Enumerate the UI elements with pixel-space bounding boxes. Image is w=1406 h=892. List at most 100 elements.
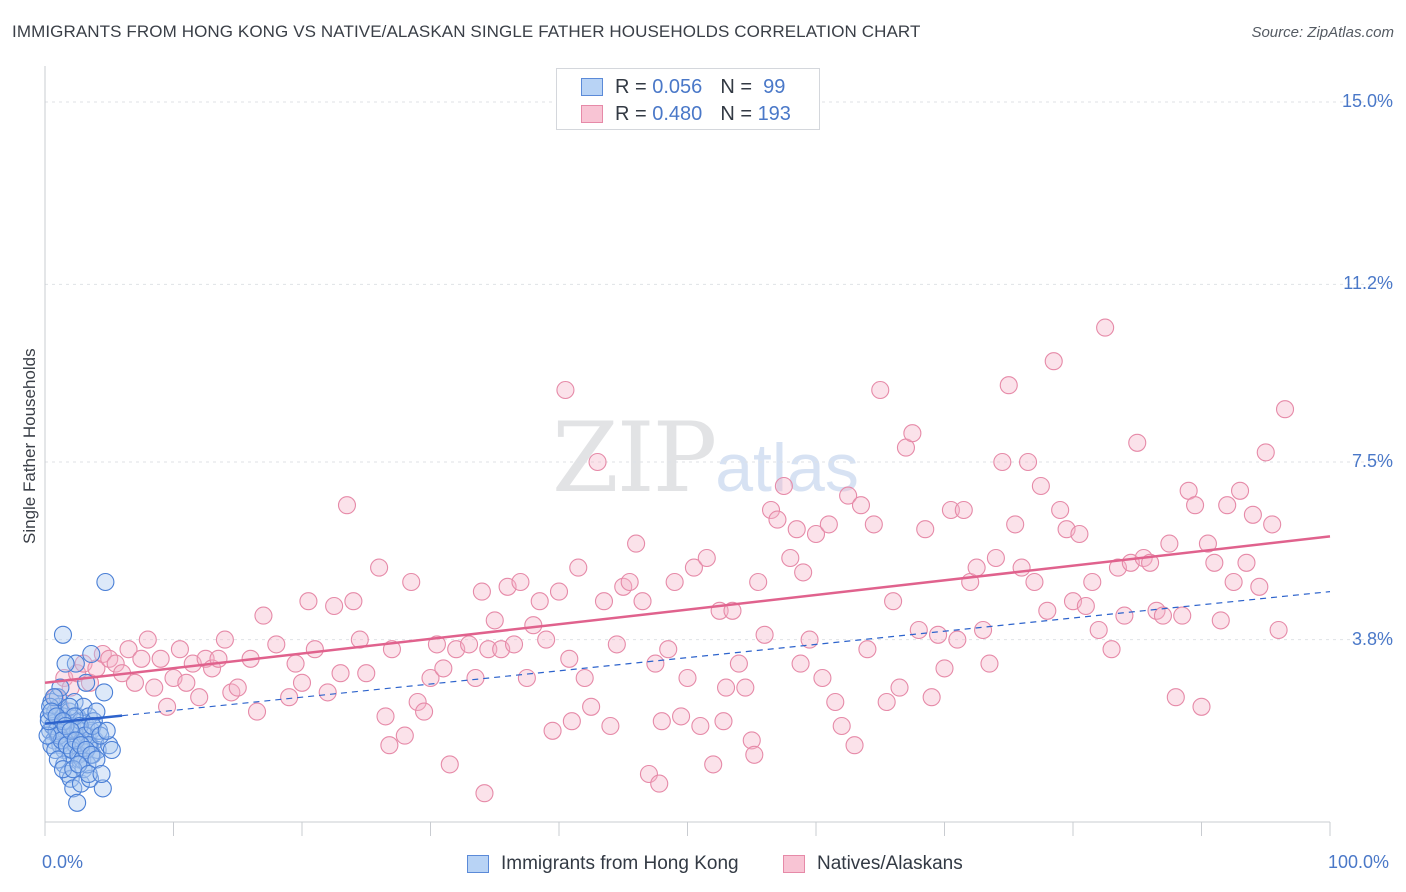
natives-point — [736, 678, 755, 697]
natives-point — [1038, 601, 1057, 620]
hong-kong-point — [38, 726, 57, 745]
natives-point — [890, 678, 909, 697]
natives-point — [524, 616, 543, 635]
natives-point — [607, 635, 626, 654]
natives-point — [1218, 496, 1237, 515]
natives-point — [254, 606, 273, 625]
natives-point — [909, 620, 928, 640]
natives-point — [620, 572, 639, 592]
hong-kong-point — [79, 764, 98, 784]
natives-point — [601, 716, 620, 736]
natives-point — [1237, 553, 1256, 572]
natives-point — [1076, 596, 1095, 616]
natives-point — [594, 592, 614, 611]
natives-point — [286, 654, 305, 673]
natives-point — [714, 712, 733, 731]
watermark-zip: ZIP — [552, 402, 717, 514]
hong-kong-point — [56, 654, 75, 673]
natives-point — [774, 476, 793, 496]
natives-point — [922, 688, 941, 707]
natives-point — [1231, 481, 1250, 500]
natives-point — [650, 774, 669, 793]
natives-point — [1018, 452, 1038, 472]
hong-kong-point — [70, 716, 89, 736]
legend-label-natives: Natives/Alaskans — [817, 853, 963, 874]
natives-point — [549, 582, 569, 601]
natives-point — [967, 558, 986, 577]
natives-point — [745, 745, 764, 764]
natives-point — [376, 707, 395, 726]
natives-point — [119, 640, 138, 659]
natives-point — [723, 601, 742, 620]
natives-point — [716, 678, 736, 697]
natives-point — [299, 592, 318, 611]
r-label: R = — [615, 75, 647, 98]
natives-point — [1173, 606, 1192, 625]
hong-kong-point — [87, 702, 106, 721]
hong-kong-point — [95, 683, 114, 702]
natives-point — [826, 692, 845, 712]
hong-kong-trend-extrapolation — [122, 591, 1331, 717]
natives-point — [485, 611, 504, 630]
natives-point — [1153, 606, 1172, 625]
natives-point — [415, 702, 434, 721]
r-label: R = — [615, 102, 647, 125]
hong-kong-point — [82, 644, 101, 664]
natives-point — [1275, 400, 1295, 419]
natives-point — [1198, 534, 1217, 553]
natives-point — [839, 486, 858, 505]
r-value: 0.056 — [652, 75, 703, 98]
y-tick-label: 15.0% — [1341, 91, 1393, 111]
natives-point — [627, 534, 646, 553]
hong-kong-point — [102, 740, 121, 760]
natives-point — [755, 625, 774, 644]
y-tick-label: 7.5% — [1351, 451, 1393, 471]
natives-point — [569, 558, 588, 577]
hong-kong-point — [42, 702, 61, 721]
natives-point — [794, 563, 813, 582]
hong-kong-point — [48, 750, 67, 769]
natives-point — [472, 582, 491, 601]
natives-point — [517, 668, 536, 688]
legend-item-natives: Natives/Alaskans — [783, 852, 963, 876]
stats-legend-row-hong-kong: R = 0.056 N = 99 — [581, 75, 785, 99]
natives-point — [864, 515, 883, 534]
natives-point — [479, 640, 498, 659]
natives-point — [106, 654, 125, 673]
natives-point — [903, 424, 922, 443]
natives-point — [684, 558, 703, 577]
hong-kong-point — [68, 793, 87, 812]
hong-kong-point — [71, 774, 91, 793]
natives-point — [1096, 318, 1115, 337]
legend-item-hong-kong: Immigrants from Hong Kong — [467, 852, 739, 876]
natives-point — [941, 500, 960, 520]
x-tick-max: 100.0% — [1328, 852, 1390, 872]
natives-point — [421, 668, 440, 688]
natives-point — [190, 688, 209, 707]
natives-point — [1263, 515, 1282, 534]
r-value: 0.480 — [652, 102, 703, 125]
natives-point — [633, 592, 652, 611]
hong-kong-point — [44, 688, 64, 707]
natives-point — [1186, 496, 1205, 515]
natives-point — [948, 630, 967, 649]
natives-point — [749, 572, 768, 592]
natives-point — [511, 572, 530, 592]
natives-point — [884, 592, 903, 611]
natives-point — [819, 515, 838, 534]
natives-point — [954, 500, 973, 520]
n-label: N = — [720, 75, 752, 98]
natives-point — [1025, 572, 1044, 592]
natives-point — [791, 654, 810, 673]
natives-point — [530, 592, 549, 611]
natives-point — [659, 640, 678, 659]
y-axis-title: Single Father Households — [20, 348, 39, 544]
hong-kong-point — [97, 721, 116, 740]
natives-point — [344, 592, 363, 611]
natives-point — [729, 654, 748, 673]
natives-point — [325, 596, 344, 616]
hong-kong-point — [96, 572, 115, 592]
natives-point — [999, 376, 1018, 395]
natives-point — [427, 635, 446, 654]
